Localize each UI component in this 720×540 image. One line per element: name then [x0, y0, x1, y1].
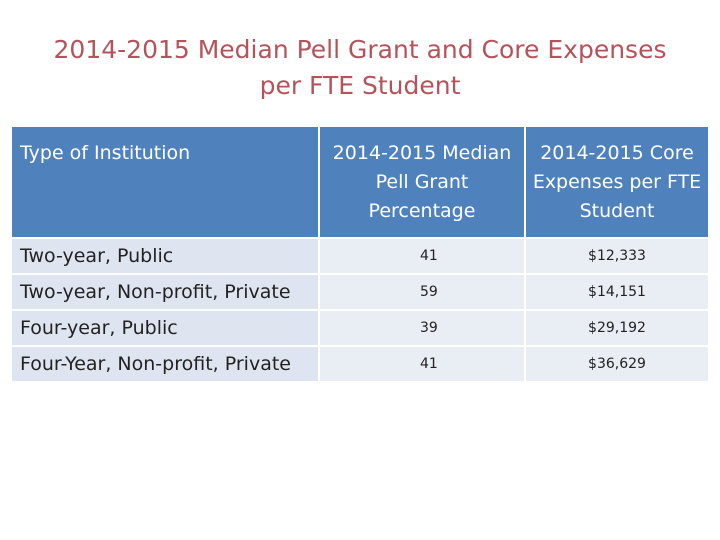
table-header-row: Type of Institution 2014-2015 Median Pel… [12, 127, 708, 237]
pell-grant-table: Type of Institution 2014-2015 Median Pel… [12, 127, 708, 381]
header-type-of-institution: Type of Institution [12, 127, 318, 237]
table-body: Two-year, Public 41 $12,333 Two-year, No… [12, 237, 708, 381]
core-expenses-cell: $12,333 [524, 237, 708, 273]
table-row: Four-Year, Non-profit, Private 41 $36,62… [12, 345, 708, 381]
table-row: Two-year, Non-profit, Private 59 $14,151 [12, 273, 708, 309]
slide-title-line-1: 2014-2015 Median Pell Grant and Core Exp… [53, 35, 667, 64]
institution-type-cell: Four-year, Public [12, 309, 318, 345]
table-row: Two-year, Public 41 $12,333 [12, 237, 708, 273]
pell-percentage-cell: 41 [318, 237, 524, 273]
core-expenses-cell: $14,151 [524, 273, 708, 309]
institution-type-cell: Four-Year, Non-profit, Private [12, 345, 318, 381]
slide-title: 2014-2015 Median Pell Grant and Core Exp… [0, 32, 720, 104]
slide-title-line-2: per FTE Student [259, 71, 461, 100]
header-median-pell-grant-percentage: 2014-2015 Median Pell Grant Percentage [318, 127, 524, 237]
pell-percentage-cell: 41 [318, 345, 524, 381]
institution-type-cell: Two-year, Non-profit, Private [12, 273, 318, 309]
pell-percentage-cell: 39 [318, 309, 524, 345]
core-expenses-cell: $36,629 [524, 345, 708, 381]
institution-type-cell: Two-year, Public [12, 237, 318, 273]
pell-percentage-cell: 59 [318, 273, 524, 309]
table-header: Type of Institution 2014-2015 Median Pel… [12, 127, 708, 237]
header-core-expenses-per-fte: 2014-2015 Core Expenses per FTE Student [524, 127, 708, 237]
table-row: Four-year, Public 39 $29,192 [12, 309, 708, 345]
core-expenses-cell: $29,192 [524, 309, 708, 345]
